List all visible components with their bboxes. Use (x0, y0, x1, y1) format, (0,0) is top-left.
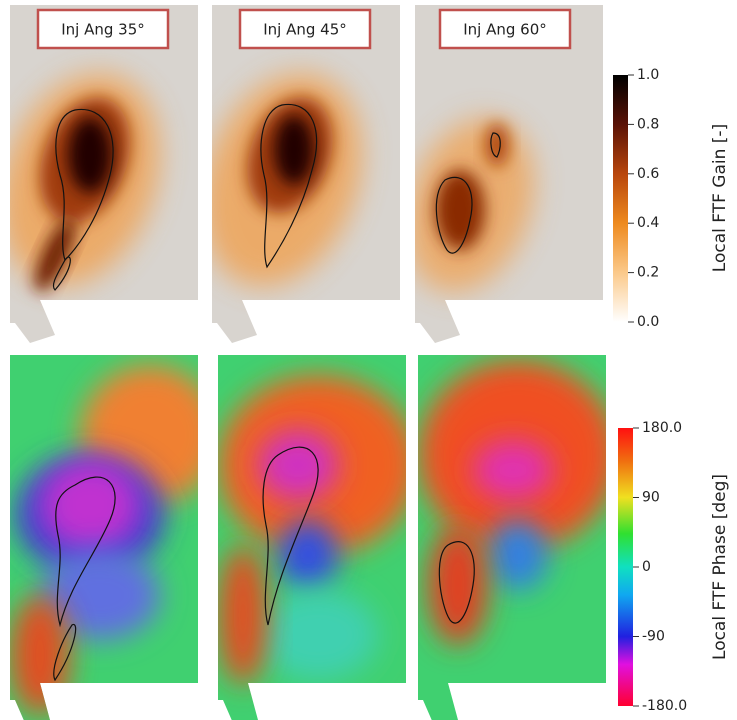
tick-label: 1.0 (637, 67, 659, 83)
tick-label: 0.8 (637, 116, 659, 132)
tick-label: 0.6 (637, 166, 659, 182)
gain-field (212, 5, 400, 343)
gain-field (415, 5, 603, 343)
tick-label: -180.0 (642, 698, 687, 714)
phase-field (218, 355, 406, 720)
tick-label: 0 (642, 559, 651, 575)
tick-label: 90 (642, 490, 660, 506)
phase-field (10, 355, 198, 720)
colorbar-title: Local FTF Phase [deg] (710, 474, 730, 660)
colorbar (613, 75, 628, 322)
panel-label-text: Inj Ang 45° (263, 21, 347, 39)
panel-label: Inj Ang 45° (238, 8, 372, 50)
panel-label-text: Inj Ang 35° (61, 21, 145, 39)
colorbar-title: Local FTF Gain [-] (710, 124, 730, 272)
panel-label-text: Inj Ang 60° (463, 21, 547, 39)
tick-label: 180.0 (642, 420, 682, 436)
gain-field (10, 5, 198, 343)
tick-label: 0.2 (637, 265, 659, 281)
colorbar (618, 428, 633, 706)
phase-field (418, 355, 606, 720)
panel-label: Inj Ang 35° (36, 8, 170, 50)
tick-label: -90 (642, 629, 665, 645)
tick-label: 0.4 (637, 215, 659, 231)
panel-label: Inj Ang 60° (438, 8, 572, 50)
tick-label: 0.0 (637, 314, 659, 330)
